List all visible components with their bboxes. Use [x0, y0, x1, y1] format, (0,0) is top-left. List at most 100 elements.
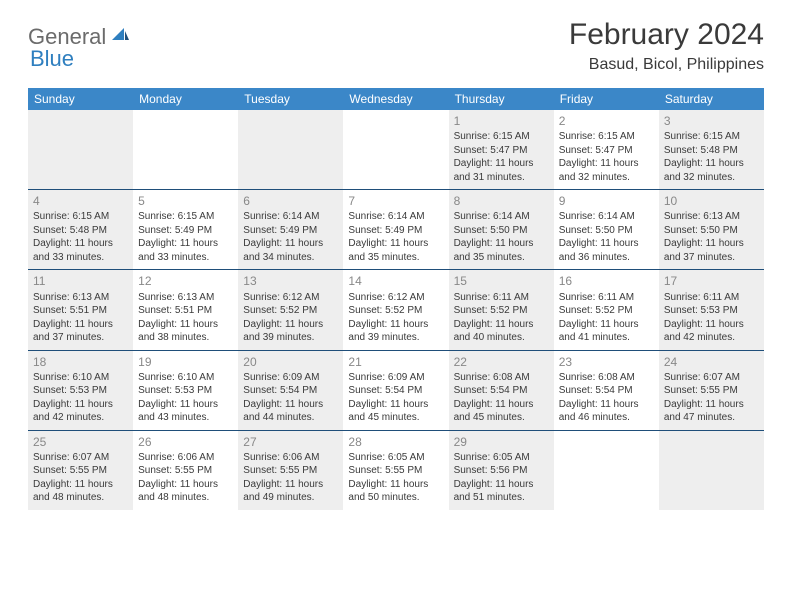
day-sunset: Sunset: 5:53 PM	[664, 304, 759, 318]
day-number: 15	[454, 273, 549, 289]
day-cell: 24Sunrise: 6:07 AMSunset: 5:55 PMDayligh…	[659, 351, 764, 430]
day-cell: 17Sunrise: 6:11 AMSunset: 5:53 PMDayligh…	[659, 270, 764, 349]
day-sunrise: Sunrise: 6:14 AM	[454, 210, 549, 224]
day-number: 11	[33, 273, 128, 289]
day-cell: 2Sunrise: 6:15 AMSunset: 5:47 PMDaylight…	[554, 110, 659, 189]
day-cell: 15 Sunrise: 6:11 AMSunset: 5:52 PMDayligh…	[449, 270, 554, 349]
day-number: 18	[33, 354, 128, 370]
day-d1: Daylight: 11 hours	[243, 237, 338, 251]
weeks-container: 1Sunrise: 6:15 AMSunset: 5:47 PMDaylight…	[28, 110, 764, 510]
day-cell: 13 Sunrise: 6:12 AMSunset: 5:52 PMDayligh…	[238, 270, 343, 349]
day-d1: Daylight: 11 hours	[33, 398, 128, 412]
day-cell: 18Sunrise: 6:10 AMSunset: 5:53 PMDayligh…	[28, 351, 133, 430]
day-sunset: Sunset: 5:49 PM	[243, 224, 338, 238]
day-sunrise: Sunrise: 6:05 AM	[454, 451, 549, 465]
day-d2: and 47 minutes.	[664, 411, 759, 425]
weekday-monday: Monday	[133, 88, 238, 110]
day-sunset: Sunset: 5:55 PM	[348, 464, 443, 478]
day-d2: and 33 minutes.	[33, 251, 128, 265]
day-sunrise: Sunrise: 6:12 AM	[243, 291, 338, 305]
logo-sail-icon	[110, 26, 130, 49]
day-d2: and 46 minutes.	[559, 411, 654, 425]
day-sunset: Sunset: 5:47 PM	[454, 144, 549, 158]
location: Basud, Bicol, Philippines	[569, 56, 764, 74]
day-cell: 26Sunrise: 6:06 AMSunset: 5:55 PMDayligh…	[133, 431, 238, 510]
day-d1: Daylight: 11 hours	[138, 237, 233, 251]
day-sunrise: Sunrise: 6:08 AM	[559, 371, 654, 385]
day-sunrise: Sunrise: 6:14 AM	[243, 210, 338, 224]
day-number: 10	[664, 193, 759, 209]
day-sunrise: Sunrise: 6:15 AM	[33, 210, 128, 224]
day-d2: and 51 minutes.	[454, 491, 549, 505]
week-row: 4Sunrise: 6:15 AMSunset: 5:48 PMDaylight…	[28, 189, 764, 269]
day-d1: Daylight: 11 hours	[33, 237, 128, 251]
day-number: 24	[664, 354, 759, 370]
day-sunrise: Sunrise: 6:11 AM	[454, 291, 549, 305]
day-sunrise: Sunrise: 6:15 AM	[559, 130, 654, 144]
day-sunrise: Sunrise: 6:11 AM	[559, 291, 654, 305]
day-sunset: Sunset: 5:52 PM	[243, 304, 338, 318]
day-cell: 20Sunrise: 6:09 AMSunset: 5:54 PMDayligh…	[238, 351, 343, 430]
day-sunset: Sunset: 5:54 PM	[559, 384, 654, 398]
day-d2: and 35 minutes.	[348, 251, 443, 265]
day-number: 19	[138, 354, 233, 370]
day-sunset: Sunset: 5:52 PM	[454, 304, 549, 318]
day-sunrise: Sunrise: 6:06 AM	[138, 451, 233, 465]
day-sunrise: Sunrise: 6:13 AM	[138, 291, 233, 305]
day-d2: and 45 minutes.	[454, 411, 549, 425]
day-sunrise: Sunrise: 6:15 AM	[138, 210, 233, 224]
day-cell: 12Sunrise: 6:13 AMSunset: 5:51 PMDayligh…	[133, 270, 238, 349]
day-sunset: Sunset: 5:50 PM	[559, 224, 654, 238]
day-number: 13	[243, 273, 338, 289]
day-d2: and 39 minutes.	[348, 331, 443, 345]
day-number: 14	[348, 273, 443, 289]
day-cell: 8Sunrise: 6:14 AMSunset: 5:50 PMDaylight…	[449, 190, 554, 269]
day-cell: 4Sunrise: 6:15 AMSunset: 5:48 PMDaylight…	[28, 190, 133, 269]
day-sunset: Sunset: 5:50 PM	[664, 224, 759, 238]
day-d1: Daylight: 11 hours	[664, 237, 759, 251]
day-sunset: Sunset: 5:48 PM	[664, 144, 759, 158]
day-d1: Daylight: 11 hours	[243, 398, 338, 412]
day-d2: and 37 minutes.	[33, 331, 128, 345]
day-cell: 16Sunrise: 6:11 AMSunset: 5:52 PMDayligh…	[554, 270, 659, 349]
header: General February 2024 Basud, Bicol, Phil…	[28, 18, 764, 74]
weekday-row: SundayMondayTuesdayWednesdayThursdayFrid…	[28, 88, 764, 110]
day-sunrise: Sunrise: 6:07 AM	[33, 451, 128, 465]
title-block: February 2024 Basud, Bicol, Philippines	[569, 18, 764, 74]
day-d1: Daylight: 11 hours	[348, 478, 443, 492]
day-cell: 29Sunrise: 6:05 AMSunset: 5:56 PMDayligh…	[449, 431, 554, 510]
day-d2: and 50 minutes.	[348, 491, 443, 505]
day-cell: 11Sunrise: 6:13 AMSunset: 5:51 PMDayligh…	[28, 270, 133, 349]
weekday-thursday: Thursday	[449, 88, 554, 110]
day-number: 9	[559, 193, 654, 209]
day-sunset: Sunset: 5:56 PM	[454, 464, 549, 478]
day-number: 4	[33, 193, 128, 209]
logo-blue: Blue	[30, 46, 74, 72]
day-sunset: Sunset: 5:49 PM	[138, 224, 233, 238]
day-sunset: Sunset: 5:50 PM	[454, 224, 549, 238]
day-cell: 10Sunrise: 6:13 AMSunset: 5:50 PMDayligh…	[659, 190, 764, 269]
day-d1: Daylight: 11 hours	[454, 478, 549, 492]
day-cell: 25Sunrise: 6:07 AMSunset: 5:55 PMDayligh…	[28, 431, 133, 510]
day-sunrise: Sunrise: 6:12 AM	[348, 291, 443, 305]
day-d1: Daylight: 11 hours	[243, 318, 338, 332]
day-cell: 27Sunrise: 6:06 AMSunset: 5:55 PMDayligh…	[238, 431, 343, 510]
day-number: 12	[138, 273, 233, 289]
day-number: 7	[348, 193, 443, 209]
day-number: 23	[559, 354, 654, 370]
day-d1: Daylight: 11 hours	[138, 318, 233, 332]
day-sunset: Sunset: 5:54 PM	[243, 384, 338, 398]
day-sunrise: Sunrise: 6:08 AM	[454, 371, 549, 385]
day-sunset: Sunset: 5:53 PM	[138, 384, 233, 398]
calendar: SundayMondayTuesdayWednesdayThursdayFrid…	[28, 88, 764, 510]
day-cell: 14Sunrise: 6:12 AMSunset: 5:52 PMDayligh…	[343, 270, 448, 349]
day-d1: Daylight: 11 hours	[559, 318, 654, 332]
weekday-tuesday: Tuesday	[238, 88, 343, 110]
day-d1: Daylight: 11 hours	[454, 318, 549, 332]
day-cell: 1Sunrise: 6:15 AMSunset: 5:47 PMDaylight…	[449, 110, 554, 189]
day-d2: and 41 minutes.	[559, 331, 654, 345]
day-number: 2	[559, 113, 654, 129]
day-sunset: Sunset: 5:52 PM	[559, 304, 654, 318]
day-number: 26	[138, 434, 233, 450]
day-number: 29	[454, 434, 549, 450]
